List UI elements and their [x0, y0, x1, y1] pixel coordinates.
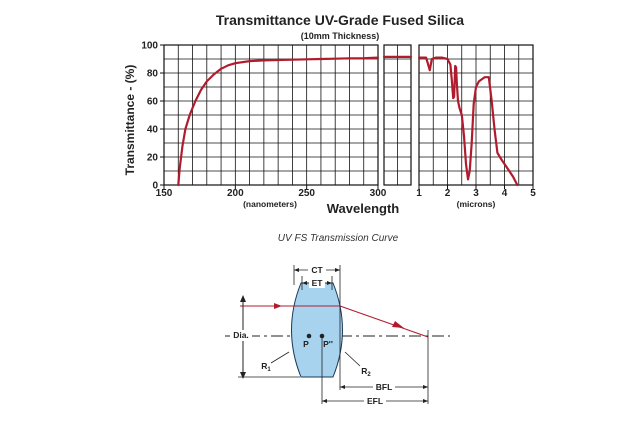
- series-line-nanometers: [177, 56, 380, 187]
- r1-subscript: 1: [267, 367, 271, 373]
- panel-frame: [163, 44, 379, 186]
- x-tick-label: 150: [156, 188, 173, 199]
- x-tick-label: 5: [530, 188, 536, 199]
- x-tick-label: 3: [473, 188, 479, 199]
- light-ray: [240, 303, 429, 338]
- x-tick-label: 200: [227, 188, 244, 199]
- y-tick-label: 100: [141, 41, 158, 52]
- chart-title: Transmittance UV-Grade Fused Silica: [216, 12, 464, 28]
- x-tick-label: 1: [416, 188, 422, 199]
- x-axis-label: Wavelength: [327, 201, 400, 216]
- x-tick-label: 250: [298, 188, 315, 199]
- panel-microns: 1 2 3 4 5 (microns): [416, 44, 536, 209]
- x-tick-label: 300: [370, 188, 387, 199]
- y-tick-label: 40: [147, 125, 159, 136]
- x-tick-label: 4: [502, 188, 508, 199]
- r2-subscript: 2: [367, 372, 371, 378]
- x-tick-label: 2: [445, 188, 451, 199]
- efl-label: EFL: [367, 396, 383, 406]
- x-unit-label: (microns): [457, 199, 496, 209]
- series-line-microns: [417, 56, 519, 187]
- figure-caption: UV FS Transmission Curve: [278, 233, 399, 244]
- panel-frame: [383, 44, 412, 186]
- svg-text:R2: R2: [361, 366, 371, 378]
- y-tick-label: 80: [147, 69, 159, 80]
- y-tick-label: 60: [147, 97, 159, 108]
- y-axis-label: Transmittance - (%): [123, 65, 137, 176]
- y-tick-label: 0: [152, 181, 158, 192]
- et-label: ET: [312, 278, 324, 288]
- principal-point-p: [306, 333, 312, 339]
- svg-text:R1: R1: [261, 361, 271, 373]
- x-unit-label: (nanometers): [243, 199, 297, 209]
- r2-label: R: [361, 366, 367, 376]
- r1-label: R: [261, 361, 267, 371]
- dia-label: Dia.: [233, 330, 249, 340]
- y-tick-labels: 0 20 40 60 80 100: [141, 41, 164, 192]
- chart-subtitle: (10mm Thickness): [301, 31, 380, 41]
- panel-visible: [382, 44, 413, 186]
- bfl-label: BFL: [376, 382, 393, 392]
- p2-label: P'': [323, 339, 333, 349]
- chart-panels: 150 200 250 300 (nanometers) 1 2 3 4 5 (microns): [156, 44, 536, 209]
- lens-body: [291, 282, 343, 378]
- panel-nanometers: 150 200 250 300 (nanometers): [156, 44, 387, 209]
- p-label: P: [303, 339, 309, 349]
- lens-diagram: Dia. CT ET P P'' R1 R2 BFL: [225, 264, 450, 406]
- ct-label: CT: [311, 265, 323, 275]
- y-tick-label: 20: [147, 153, 159, 164]
